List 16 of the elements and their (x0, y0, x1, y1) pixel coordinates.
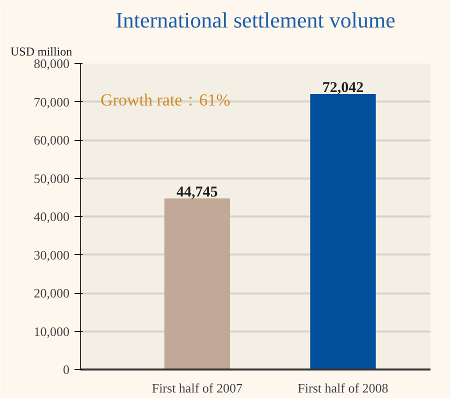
y-tick-label: 80,000 (34, 56, 70, 71)
annotation: Growth rate：61% (100, 90, 230, 110)
y-tick-label: 20,000 (34, 286, 70, 300)
x-tick-label: First half of 2008 (298, 380, 388, 396)
y-tick-label: 60,000 (34, 132, 70, 148)
y-tick-label: 50,000 (34, 170, 70, 186)
y-tick-label: 30,000 (34, 247, 70, 262)
y-axis-title: USD million (10, 44, 72, 58)
y-tick-label: 10,000 (34, 324, 70, 339)
y-tick-label: 0 (63, 362, 70, 377)
data-label: 72,042 (322, 80, 364, 96)
x-tick-label: First half of 2007 (152, 380, 243, 396)
data-label: 44,745 (176, 184, 218, 200)
chart-title: International settlement volume (116, 8, 396, 32)
y-tick-label: 40,000 (34, 209, 70, 224)
y-tick-label: 70,000 (34, 94, 70, 110)
